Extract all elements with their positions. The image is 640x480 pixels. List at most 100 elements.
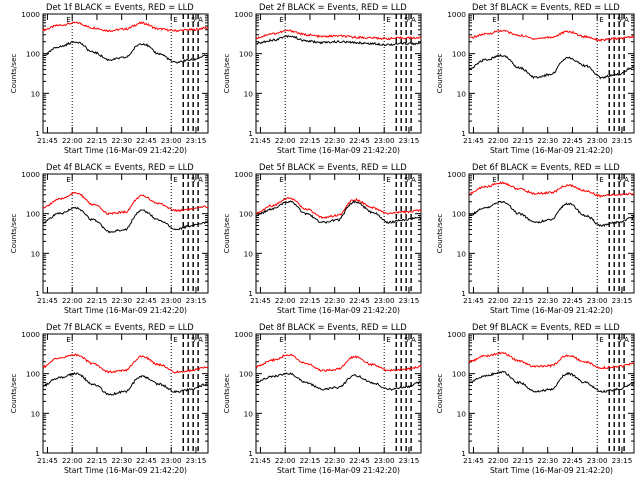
lld-series-line [42,21,209,33]
chart-panel: Det 7f BLACK = Events, RED = LLD 1 10 100 10… [9,322,209,475]
lld-series-line [255,29,422,41]
y-tick-label: 10 [457,249,467,258]
y-tick-label: 1000 [21,10,40,19]
x-tick-label: 21:45 [463,136,484,145]
x-tick-label: 22:15 [300,136,321,145]
x-tick-label: 23:15 [399,136,420,145]
x-tick-label: 22:00 [275,136,296,145]
marker-label-e: E [386,336,390,344]
y-tick-label: 10 [457,409,467,418]
x-tick-label: 23:15 [186,296,207,305]
x-tick-label: 23:00 [587,296,608,305]
plot-frame [42,333,209,454]
x-tick-label: 22:00 [488,136,509,145]
x-tick-label: 23:00 [587,456,608,465]
x-tick-label: 23:15 [612,136,633,145]
x-tick-label: 22:15 [513,136,534,145]
marker-label-s: S [404,176,409,184]
y-axis-label: Counts/sec [9,214,18,254]
x-tick-label: 21:45 [37,456,58,465]
x-tick-label: 23:15 [186,136,207,145]
plot-frame [42,13,209,134]
marker-label-e: E [173,336,177,344]
chart-title: Det 1f BLACK = Events, RED = LLD [46,2,194,12]
chart-panel: Det 3f BLACK = Events, RED = LLD 1 10 100 10… [435,2,635,155]
x-axis-label: Start Time (16-Mar-09 21:42:20) [277,466,400,475]
plot-frame [468,333,635,454]
x-axis-label: Start Time (16-Mar-09 21:42:20) [64,466,187,475]
events-series-line [255,200,422,225]
lld-series-line [469,29,635,42]
x-tick-label: 22:15 [513,296,534,305]
events-series-line [468,370,635,393]
plot-frame [255,173,422,294]
y-tick-label: 1 [461,449,466,458]
y-tick-label: 10 [244,409,254,418]
x-tick-label: 22:00 [488,456,509,465]
y-tick-label: 100 [26,50,40,59]
chart-panel: Det 9f BLACK = Events, RED = LLD 1 10 100 10… [435,322,635,475]
x-tick-label: 22:00 [488,296,509,305]
chart-panel: Det 5f BLACK = Events, RED = LLD 1 10 100 10… [222,162,422,315]
x-axis-label: Start Time (16-Mar-09 21:42:20) [277,146,400,155]
chart-panel: Det 6f BLACK = Events, RED = LLD 1 10 100 10… [435,162,635,315]
marker-label-e: E [279,16,283,24]
x-tick-label: 22:15 [87,136,108,145]
lld-series-line [468,181,635,198]
x-tick-label: 23:15 [612,456,633,465]
x-tick-label: 22:30 [111,296,132,305]
y-axis-label: Counts/sec [222,54,231,94]
x-tick-label: 22:15 [300,296,321,305]
x-tick-label: 23:15 [612,296,633,305]
y-tick-label: 1 [248,449,253,458]
x-axis-label: Start Time (16-Mar-09 21:42:20) [64,146,187,155]
x-tick-label: 23:00 [161,136,182,145]
lld-series-line [255,197,422,220]
y-tick-label: 1000 [234,10,253,19]
x-tick-label: 22:30 [111,456,132,465]
x-tick-label: 21:45 [463,456,484,465]
x-tick-label: 22:45 [562,456,583,465]
marker-label-e: E [386,176,390,184]
events-series-line [255,35,422,47]
lld-series-line [468,351,635,370]
x-tick-label: 21:45 [37,296,58,305]
chart-title: Det 2f BLACK = Events, RED = LLD [259,2,407,12]
y-tick-label: 1 [35,289,40,298]
chart-panel: Det 1f BLACK = Events, RED = LLD 1 10 100 10… [9,2,209,155]
y-tick-label: 100 [26,210,40,219]
lld-series-line [42,191,209,216]
y-axis-label: Counts/sec [9,374,18,414]
marker-label-a: A [624,16,629,24]
x-tick-label: 23:15 [399,456,420,465]
x-tick-label: 22:45 [349,456,370,465]
marker-label-a: A [624,336,629,344]
x-tick-label: 22:30 [537,296,558,305]
y-tick-label: 100 [239,210,253,219]
x-tick-label: 22:45 [562,136,583,145]
plot-frame [42,173,209,294]
y-tick-label: 100 [26,370,40,379]
y-axis-label: Counts/sec [9,54,18,94]
marker-label-s: S [404,16,409,24]
plot-frame [468,13,635,134]
chart-title: Det 9f BLACK = Events, RED = LLD [472,322,620,332]
x-axis-label: Start Time (16-Mar-09 21:42:20) [490,306,613,315]
marker-label-s: S [191,336,196,344]
chart-title: Det 3f BLACK = Events, RED = LLD [472,2,620,12]
x-tick-label: 22:45 [136,296,157,305]
x-tick-label: 23:15 [186,456,207,465]
y-tick-label: 1 [461,129,466,138]
events-series-line [42,40,209,64]
x-axis-label: Start Time (16-Mar-09 21:42:20) [490,466,613,475]
x-tick-label: 22:00 [275,456,296,465]
x-tick-label: 23:00 [161,296,182,305]
x-tick-label: 23:00 [161,456,182,465]
y-tick-label: 1 [461,289,466,298]
marker-label-e: E [492,336,496,344]
y-tick-label: 10 [31,89,41,98]
x-axis-label: Start Time (16-Mar-09 21:42:20) [64,306,187,315]
x-tick-label: 22:45 [349,136,370,145]
x-axis-label: Start Time (16-Mar-09 21:42:20) [490,146,613,155]
x-tick-label: 22:45 [562,296,583,305]
